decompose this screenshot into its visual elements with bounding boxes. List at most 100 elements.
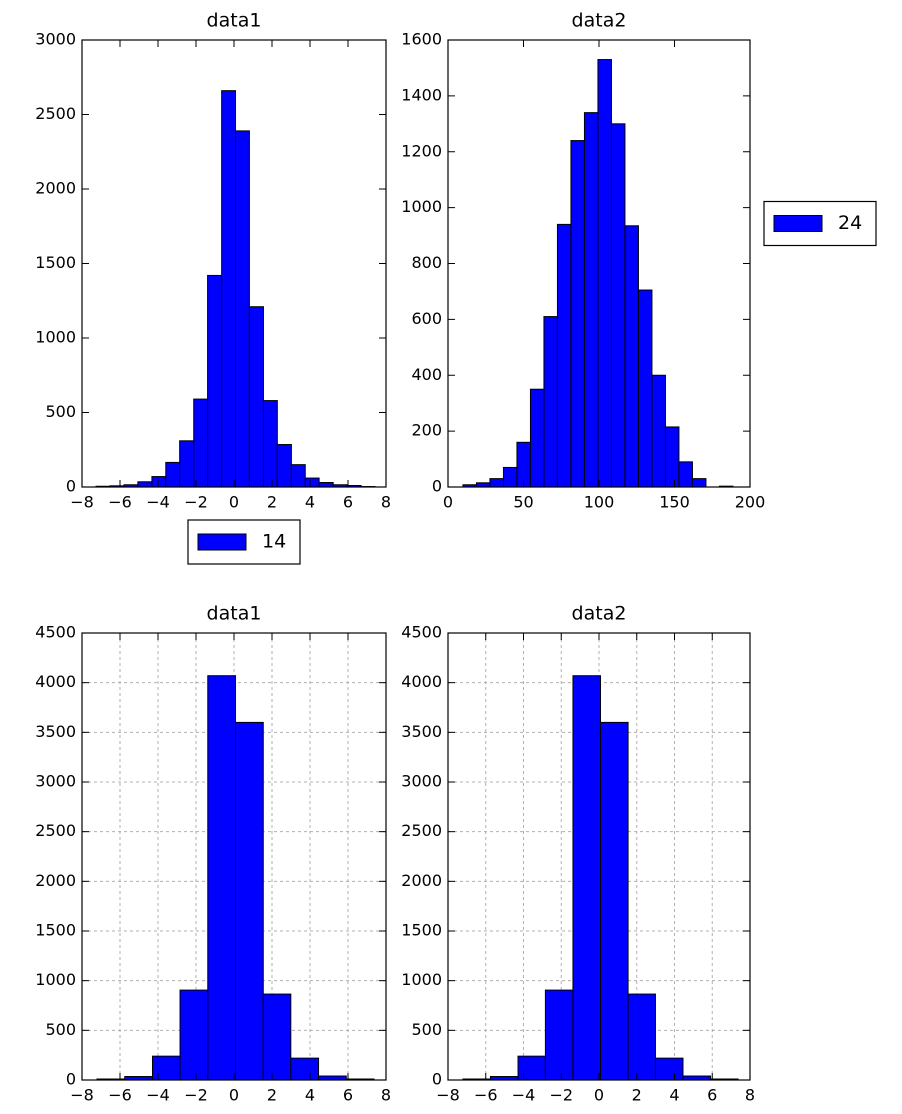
y-tick-label: 200 [411, 421, 442, 440]
x-tick-label: −2 [184, 493, 208, 512]
bar [290, 464, 306, 488]
y-tick-label: 0 [432, 477, 442, 496]
y-tick-label: 600 [411, 309, 442, 328]
bar [151, 1055, 181, 1081]
bar [556, 223, 572, 488]
bar [207, 274, 223, 488]
y-tick-label: 2500 [35, 104, 76, 123]
y-tick-label: 400 [411, 365, 442, 384]
y-tick-label: 2000 [35, 871, 76, 890]
x-tick-label: −6 [108, 493, 132, 512]
y-tick-label: 0 [66, 1070, 76, 1089]
x-tick-label: 2 [632, 1086, 642, 1105]
bar [179, 989, 209, 1081]
y-tick-label: 1000 [401, 197, 442, 216]
bar [179, 440, 195, 488]
y-tick-label: 500 [45, 402, 76, 421]
legend: 14 [187, 519, 301, 565]
bar [600, 721, 629, 1081]
x-tick-label: 0 [594, 1086, 604, 1105]
bar [165, 461, 181, 488]
y-tick-label: 2000 [35, 179, 76, 198]
y-tick-label: 0 [432, 1070, 442, 1089]
legend: 24 [763, 200, 877, 247]
bar [207, 675, 237, 1081]
subplot: −8 −6 −4 −2 0 2 4 6 8 0 500 1000 1500 2000 2500 3000 dat… [35, 10, 391, 565]
bar [570, 140, 585, 488]
y-tick-label: 1600 [401, 30, 442, 49]
bar [624, 225, 639, 488]
y-tick-label: 1000 [35, 328, 76, 347]
x-tick-label: −8 [70, 1086, 94, 1105]
y-tick-label: 4000 [401, 672, 442, 691]
y-tick-label: 800 [411, 253, 442, 272]
bar [597, 59, 612, 488]
subplot: −8 −6 −4 −2 0 2 4 6 8 0 500 1000 1500 2000 2500 3000 350… [35, 603, 391, 1105]
x-tick-label: 8 [381, 493, 391, 512]
bar [529, 388, 545, 488]
x-tick-label: 0 [229, 1086, 239, 1105]
x-tick-label: 50 [513, 493, 533, 512]
x-tick-label: 6 [343, 1086, 353, 1105]
x-tick-label: 2 [267, 493, 277, 512]
y-tick-label: 500 [45, 1020, 76, 1039]
x-tick-label: −2 [549, 1086, 573, 1105]
y-tick-label: 1000 [401, 970, 442, 989]
x-tick-label: 200 [735, 493, 766, 512]
x-tick-label: 4 [305, 493, 315, 512]
x-tick-label: −6 [108, 1086, 132, 1105]
x-tick-label: 4 [305, 1086, 315, 1105]
bar [475, 482, 491, 488]
bar [262, 400, 278, 488]
bar [583, 112, 599, 488]
y-tick-label: 3000 [35, 772, 76, 791]
x-tick-label: −6 [474, 1086, 498, 1105]
bar [193, 398, 209, 488]
bar [276, 444, 292, 488]
bar [151, 476, 167, 488]
subplot: 0 50 100 150 200 0 200 400 600 800 1000 1200 1400 160… [401, 10, 877, 512]
y-tick-label: 1500 [401, 921, 442, 940]
y-tick-label: 2000 [401, 871, 442, 890]
x-tick-label: 0 [443, 493, 453, 512]
y-tick-label: 1400 [401, 85, 442, 104]
bar [318, 482, 334, 488]
y-tick-label: 1000 [35, 970, 76, 989]
y-tick-label: 1500 [35, 921, 76, 940]
x-tick-label: 0 [229, 493, 239, 512]
x-tick-label: −8 [436, 1086, 460, 1105]
chart-title: data1 [207, 10, 262, 32]
y-tick-label: 3500 [401, 722, 442, 741]
bar [691, 478, 707, 488]
bar [502, 466, 518, 488]
bar [137, 481, 153, 488]
legend-label: 14 [262, 531, 286, 553]
bar [664, 426, 680, 488]
y-tick-label: 3500 [35, 722, 76, 741]
y-tick-label: 0 [66, 477, 76, 496]
bar [544, 989, 574, 1081]
chart-title: data2 [572, 10, 627, 32]
y-tick-label: 4000 [35, 672, 76, 691]
x-tick-label: 8 [745, 1086, 755, 1105]
y-tick-label: 3000 [401, 772, 442, 791]
bar [654, 1057, 684, 1081]
bar [262, 993, 292, 1081]
x-tick-label: −4 [146, 1086, 170, 1105]
bar [637, 289, 653, 488]
x-tick-label: 6 [707, 1086, 717, 1105]
x-tick-label: −4 [512, 1086, 536, 1105]
y-tick-label: 3000 [35, 30, 76, 49]
y-tick-label: 2500 [401, 821, 442, 840]
bar [290, 1057, 320, 1081]
x-tick-label: 150 [659, 493, 690, 512]
chart-title: data1 [207, 603, 262, 625]
bar [304, 477, 320, 488]
bar [651, 374, 666, 488]
x-tick-label: −2 [184, 1086, 208, 1105]
bar [235, 721, 264, 1081]
subplot: −8 −6 −4 −2 0 2 4 6 8 0 500 1000 1500 2000 2500 3000 350… [401, 603, 755, 1105]
bar [627, 993, 656, 1081]
chart-title: data2 [572, 603, 627, 625]
